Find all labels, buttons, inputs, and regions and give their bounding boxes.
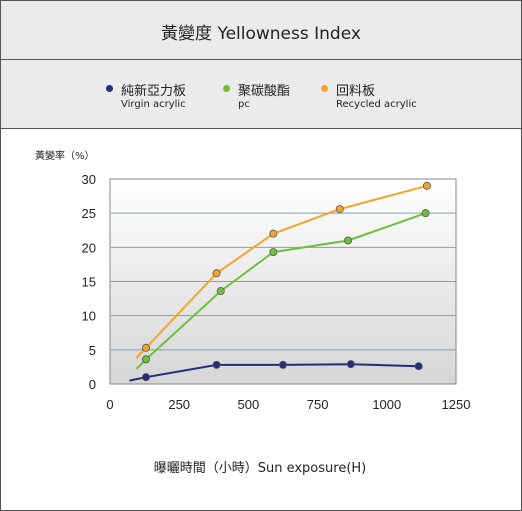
data-point bbox=[344, 236, 353, 245]
data-point bbox=[414, 362, 423, 371]
data-point bbox=[269, 229, 278, 238]
data-point bbox=[141, 373, 150, 382]
legend-marker-pc bbox=[223, 85, 230, 92]
legend-label-zh: 聚碳酸酯 bbox=[238, 84, 291, 99]
legend-label-en: Recycled acrylic bbox=[336, 99, 417, 110]
x-axis-label: 曝曬時間（小時）Sun exposure(H) bbox=[154, 461, 367, 476]
data-point bbox=[278, 360, 287, 369]
y-tick-label: 25 bbox=[82, 206, 96, 221]
legend-marker-virgin-acrylic bbox=[106, 85, 113, 92]
x-tick-label: 0 bbox=[106, 397, 113, 412]
data-point bbox=[422, 181, 431, 190]
legend-label-zh: 純新亞力板 bbox=[121, 84, 187, 99]
y-tick-label: 10 bbox=[82, 309, 96, 324]
x-tick-label: 750 bbox=[307, 397, 329, 412]
chart-title: 黃變度 Yellowness Index bbox=[161, 24, 361, 44]
legend-marker-recycled-acrylic bbox=[321, 85, 328, 92]
data-point bbox=[269, 248, 278, 257]
legend: 純新亞力板 Virgin acrylic 聚碳酸酯 pc 回料板 Recycle… bbox=[1, 60, 521, 129]
data-point bbox=[141, 355, 150, 364]
data-point bbox=[335, 205, 344, 214]
data-point bbox=[216, 287, 225, 296]
y-tick-label: 30 bbox=[82, 172, 96, 187]
data-point bbox=[212, 269, 221, 278]
legend-label-en: pc bbox=[238, 99, 250, 110]
data-point bbox=[346, 360, 355, 369]
y-tick-label: 0 bbox=[89, 377, 96, 392]
y-tick-label: 15 bbox=[82, 275, 96, 290]
y-tick-label: 20 bbox=[82, 240, 96, 255]
x-tick-label: 1250 bbox=[442, 397, 471, 412]
data-point bbox=[212, 360, 221, 369]
data-point bbox=[141, 343, 150, 352]
title-bar: 黃變度 Yellowness Index bbox=[1, 1, 521, 60]
y-axis-label: 黃變率（%） bbox=[35, 149, 95, 162]
x-tick-label: 1000 bbox=[372, 397, 401, 412]
legend-label-zh: 回料板 bbox=[336, 84, 376, 99]
x-tick-label: 250 bbox=[168, 397, 190, 412]
legend-label-en: Virgin acrylic bbox=[121, 99, 186, 110]
data-point bbox=[421, 209, 430, 218]
x-tick-label: 500 bbox=[238, 397, 260, 412]
y-tick-label: 5 bbox=[89, 343, 96, 358]
